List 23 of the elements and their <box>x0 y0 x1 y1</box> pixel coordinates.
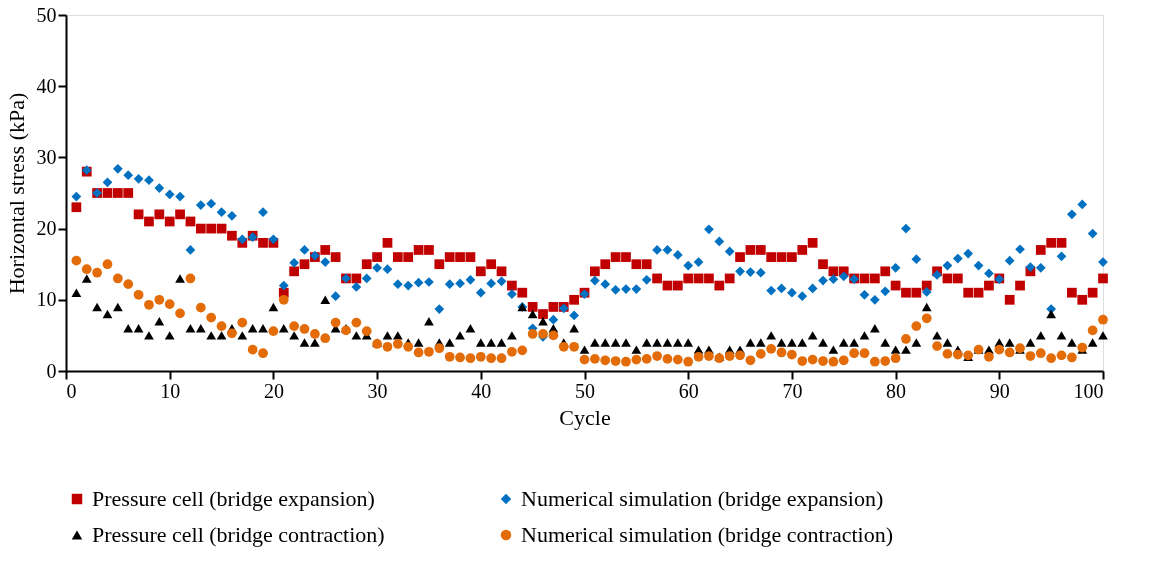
legend-label: Numerical simulation (bridge expansion) <box>521 486 884 511</box>
x-tick-label: 20 <box>263 379 284 402</box>
y-tick-label: 10 <box>36 288 57 311</box>
legend-label: Numerical simulation (bridge contraction) <box>521 522 894 547</box>
x-tick-label: 80 <box>886 379 907 402</box>
y-tick-label: 40 <box>36 74 57 97</box>
y-tick-label: 30 <box>36 145 57 168</box>
x-tick-label: 60 <box>678 379 699 402</box>
x-tick-label: 90 <box>989 379 1010 402</box>
x-tick-label: 50 <box>575 379 595 402</box>
legend-label: Pressure cell (bridge contraction) <box>92 522 385 547</box>
y-tick-label: 0 <box>46 359 57 382</box>
y-axis-title: Horizontal stress (kPa) <box>3 92 29 295</box>
x-tick-label: 70 <box>782 379 803 402</box>
x-axis-title: Cycle <box>559 404 611 430</box>
x-tick-label: 40 <box>471 379 492 402</box>
legend-label: Pressure cell (bridge expansion) <box>92 486 375 511</box>
x-tick-label: 30 <box>367 379 388 402</box>
y-tick-label: 50 <box>36 3 57 26</box>
x-tick-label: 100 <box>1073 379 1104 402</box>
y-tick-label: 20 <box>36 217 57 240</box>
x-tick-label: 0 <box>66 379 77 402</box>
x-tick-label: 10 <box>160 379 181 402</box>
